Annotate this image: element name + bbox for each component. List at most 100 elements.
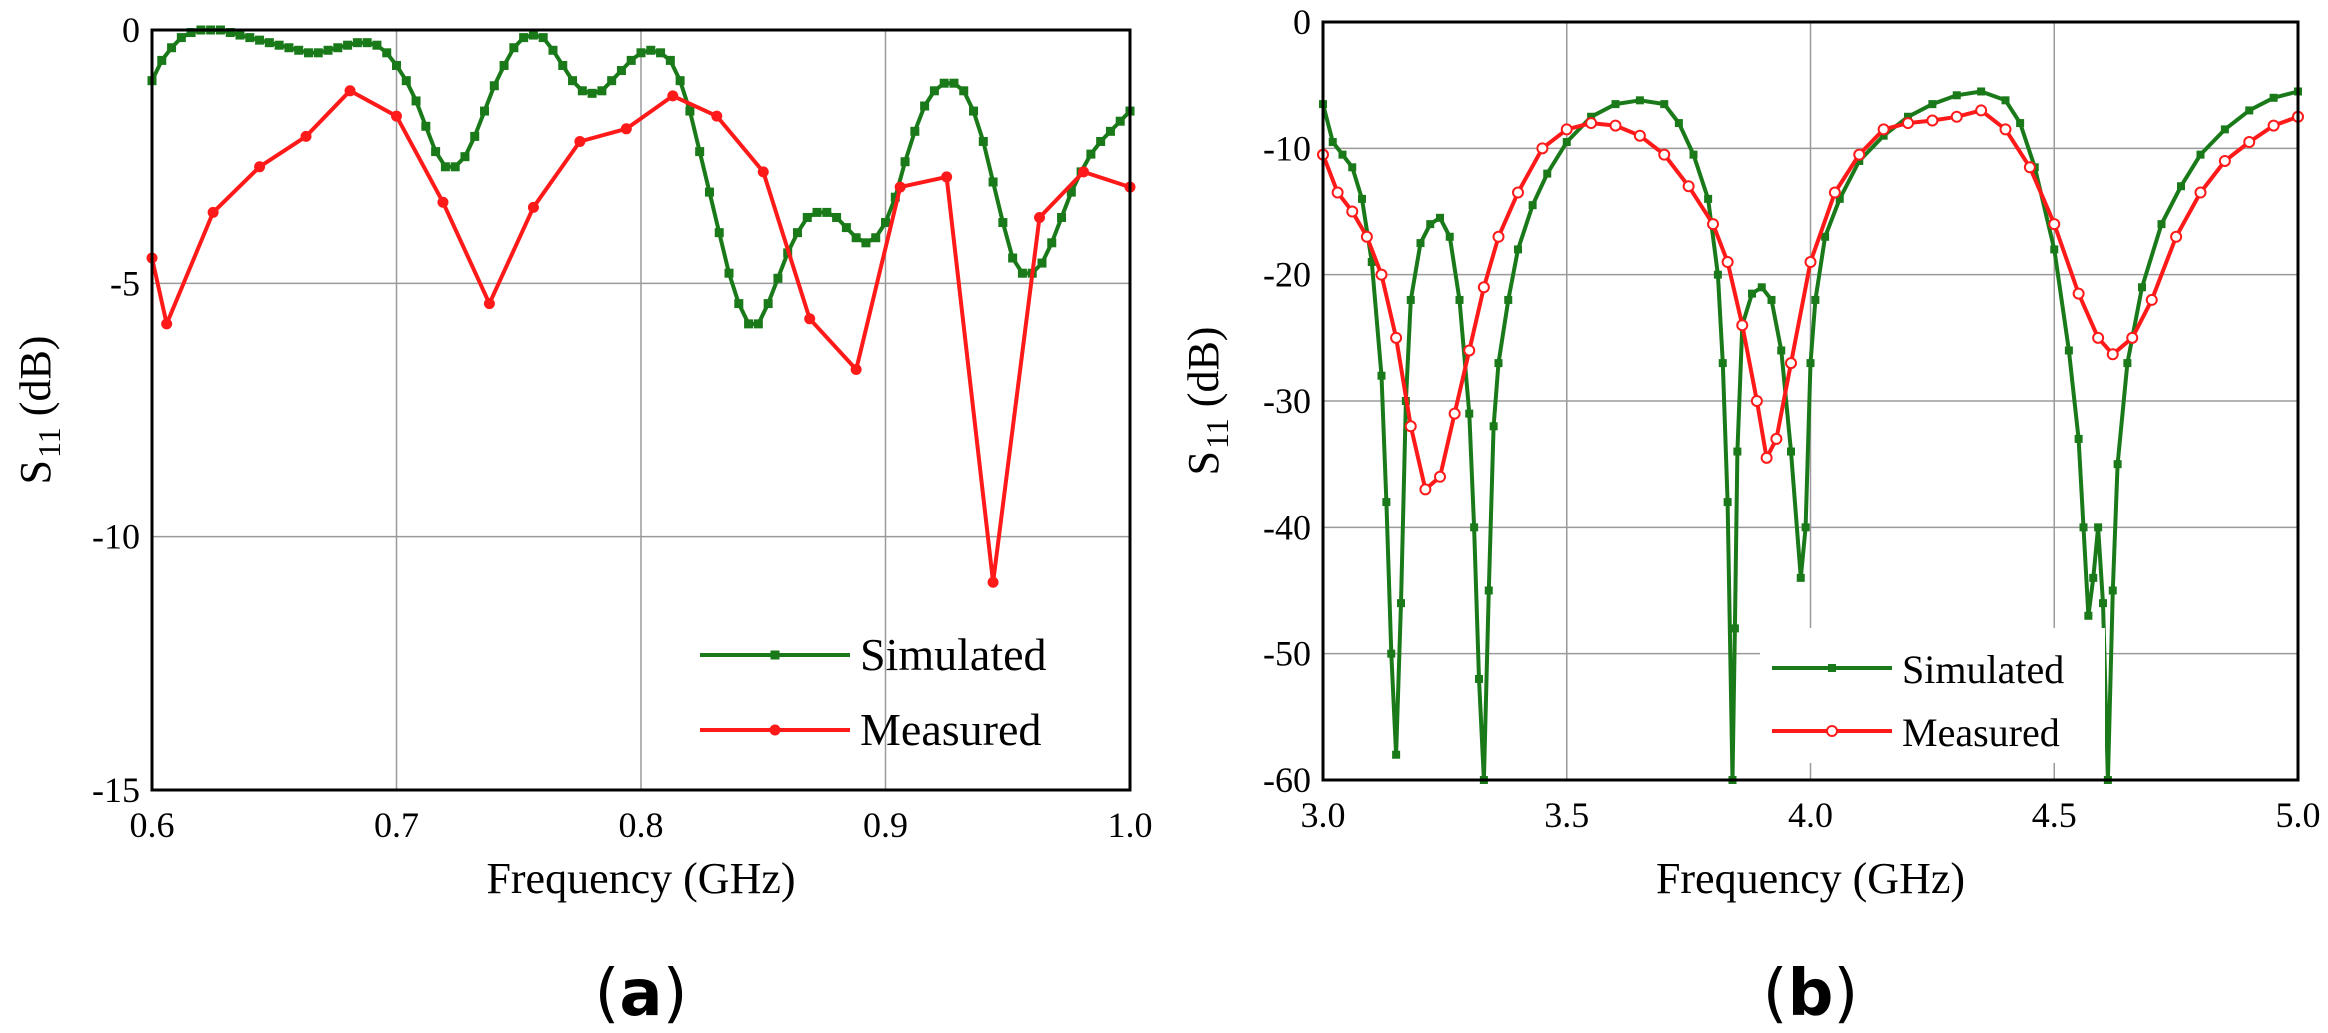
data-point-simulated	[225, 28, 235, 38]
series-simulated	[1319, 87, 2302, 784]
data-point-measured	[1760, 451, 1773, 464]
data-point-simulated	[1806, 359, 1815, 368]
data-point-simulated	[333, 43, 343, 53]
y-tick-label: -15	[92, 770, 140, 810]
data-point-simulated	[1543, 169, 1552, 178]
data-point-simulated	[2074, 434, 2083, 443]
data-point-simulated	[1397, 599, 1405, 608]
data-point-simulated	[1855, 156, 1864, 165]
data-point-simulated	[1928, 100, 1937, 109]
data-point-simulated	[1367, 258, 1376, 267]
data-point-simulated	[1328, 138, 1337, 147]
data-point-simulated	[1801, 523, 1810, 532]
data-point-simulated	[1416, 239, 1425, 248]
data-point-measured	[2243, 136, 2256, 149]
data-point-measured	[1750, 395, 1763, 407]
data-point-simulated	[1811, 295, 1820, 304]
panel-label-open: (	[1763, 957, 1788, 1031]
data-point-simulated	[959, 86, 969, 96]
data-point-simulated	[352, 38, 362, 48]
data-point-simulated	[2108, 586, 2117, 595]
data-point-measured	[1536, 142, 1549, 155]
y-axis-label-unit: (dB)	[11, 336, 60, 428]
data-point-measured	[1346, 205, 1359, 218]
data-point-measured	[2126, 331, 2139, 344]
data-point-simulated	[157, 55, 167, 65]
x-tick-label: 3.5	[1544, 795, 1589, 835]
data-point-simulated	[1392, 750, 1401, 759]
data-point-simulated	[2064, 346, 2073, 355]
data-point-simulated	[1787, 447, 1795, 456]
data-point-measured	[1999, 123, 2012, 136]
data-point-simulated	[1713, 270, 1722, 279]
data-point-simulated	[372, 40, 382, 50]
chart-panel-b: 3.0 3.5 4.0 4.5 5.0 0 -10 -20 -30 -40 -50 -60 Frequ…	[1179, 2, 2321, 1031]
data-point-simulated	[1504, 295, 1513, 304]
data-point-simulated	[1796, 573, 1805, 582]
data-point-measured	[894, 181, 906, 193]
data-point-simulated	[528, 30, 538, 40]
data-point-simulated	[274, 40, 284, 50]
data-point-measured	[2170, 230, 2183, 243]
data-point-measured	[1360, 230, 1373, 243]
data-point-simulated	[832, 212, 842, 222]
data-point-measured	[1331, 186, 1344, 199]
legend: Simulated Measured	[700, 629, 1047, 755]
data-point-simulated	[460, 152, 470, 162]
y-tick-label: -60	[1263, 760, 1311, 800]
data-point-simulated	[724, 268, 734, 278]
data-point-measured	[1770, 432, 1783, 445]
data-point-simulated	[753, 319, 763, 329]
x-tick-label: 0.9	[863, 805, 908, 845]
data-point-simulated	[411, 96, 421, 106]
legend-swatch-marker	[1828, 664, 1836, 672]
data-point-simulated	[597, 86, 607, 96]
data-point-measured	[2194, 186, 2207, 199]
data-point-simulated	[812, 207, 822, 217]
data-point-measured	[1877, 123, 1890, 136]
data-point-simulated	[1587, 112, 1596, 121]
data-point-simulated	[978, 136, 988, 146]
data-point-measured	[207, 206, 219, 218]
data-point-simulated	[881, 218, 890, 228]
data-point-simulated	[587, 88, 597, 98]
data-point-simulated	[998, 218, 1008, 228]
data-point-measured	[1828, 186, 1841, 199]
data-point-simulated	[2084, 611, 2093, 620]
panel-label-open: (	[594, 957, 619, 1031]
legend-background	[1760, 628, 2105, 763]
data-point-simulated	[1514, 245, 1522, 254]
data-point-simulated	[969, 106, 979, 116]
data-point-simulated	[685, 106, 695, 116]
data-point-measured	[757, 166, 769, 178]
data-point-simulated	[822, 207, 832, 217]
data-point-simulated	[890, 192, 900, 202]
series-layer	[1317, 87, 2304, 784]
data-point-simulated	[1348, 163, 1357, 172]
data-point-measured	[254, 161, 266, 173]
data-point-simulated	[949, 78, 959, 88]
data-point-measured	[2092, 331, 2105, 344]
data-point-measured	[1950, 110, 1963, 123]
data-point-simulated	[1484, 586, 1493, 595]
data-point-measured	[1736, 319, 1749, 332]
data-point-simulated	[1445, 232, 1454, 241]
data-point-simulated	[519, 33, 529, 43]
data-point-simulated	[1635, 96, 1644, 105]
data-point-measured	[1492, 230, 1505, 243]
data-point-measured	[850, 363, 862, 375]
plot-frame	[150, 28, 1132, 792]
data-point-simulated	[802, 212, 812, 222]
data-point-measured	[1721, 256, 1734, 269]
data-point-simulated	[264, 38, 274, 48]
data-point-simulated	[1879, 131, 1888, 140]
data-point-measured	[1707, 218, 1719, 231]
data-point-measured	[2267, 119, 2280, 132]
y-tick-label: -30	[1263, 381, 1311, 421]
x-axis-label: Frequency (GHz)	[486, 854, 795, 903]
data-point-simulated	[929, 86, 939, 96]
data-point-simulated	[1387, 649, 1396, 658]
data-point-measured	[1975, 104, 1988, 117]
tick-labels: 3.0 3.5 4.0 4.5 5.0 0 -10 -20 -30 -40 -50 -60	[1263, 2, 2321, 835]
legend-swatch-marker	[769, 724, 781, 736]
